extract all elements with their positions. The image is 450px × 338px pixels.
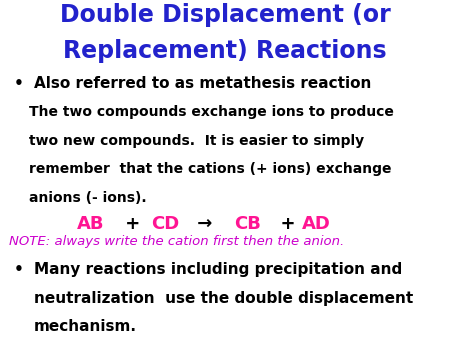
- Text: AB: AB: [76, 215, 104, 233]
- Text: CD: CD: [151, 215, 179, 233]
- Text: Many reactions including precipitation and: Many reactions including precipitation a…: [34, 262, 402, 277]
- Text: +: +: [268, 215, 308, 233]
- Text: anions (- ions).: anions (- ions).: [29, 191, 147, 205]
- Text: •: •: [14, 76, 23, 91]
- Text: NOTE: always write the cation first then the anion.: NOTE: always write the cation first then…: [9, 235, 344, 248]
- Text: →: →: [191, 215, 219, 233]
- Text: AD: AD: [302, 215, 330, 233]
- Text: Also referred to as metathesis reaction: Also referred to as metathesis reaction: [34, 76, 371, 91]
- Text: The two compounds exchange ions to produce: The two compounds exchange ions to produ…: [29, 105, 394, 119]
- Text: Replacement) Reactions: Replacement) Reactions: [63, 39, 387, 63]
- Text: two new compounds.  It is easier to simply: two new compounds. It is easier to simpl…: [29, 134, 365, 147]
- Text: +: +: [119, 215, 153, 233]
- Text: CB: CB: [234, 215, 261, 233]
- Text: Double Displacement (or: Double Displacement (or: [59, 3, 391, 27]
- Text: remember  that the cations (+ ions) exchange: remember that the cations (+ ions) excha…: [29, 162, 392, 176]
- Text: neutralization  use the double displacement: neutralization use the double displaceme…: [34, 291, 413, 306]
- Text: •: •: [14, 262, 23, 277]
- Text: mechanism.: mechanism.: [34, 319, 137, 334]
